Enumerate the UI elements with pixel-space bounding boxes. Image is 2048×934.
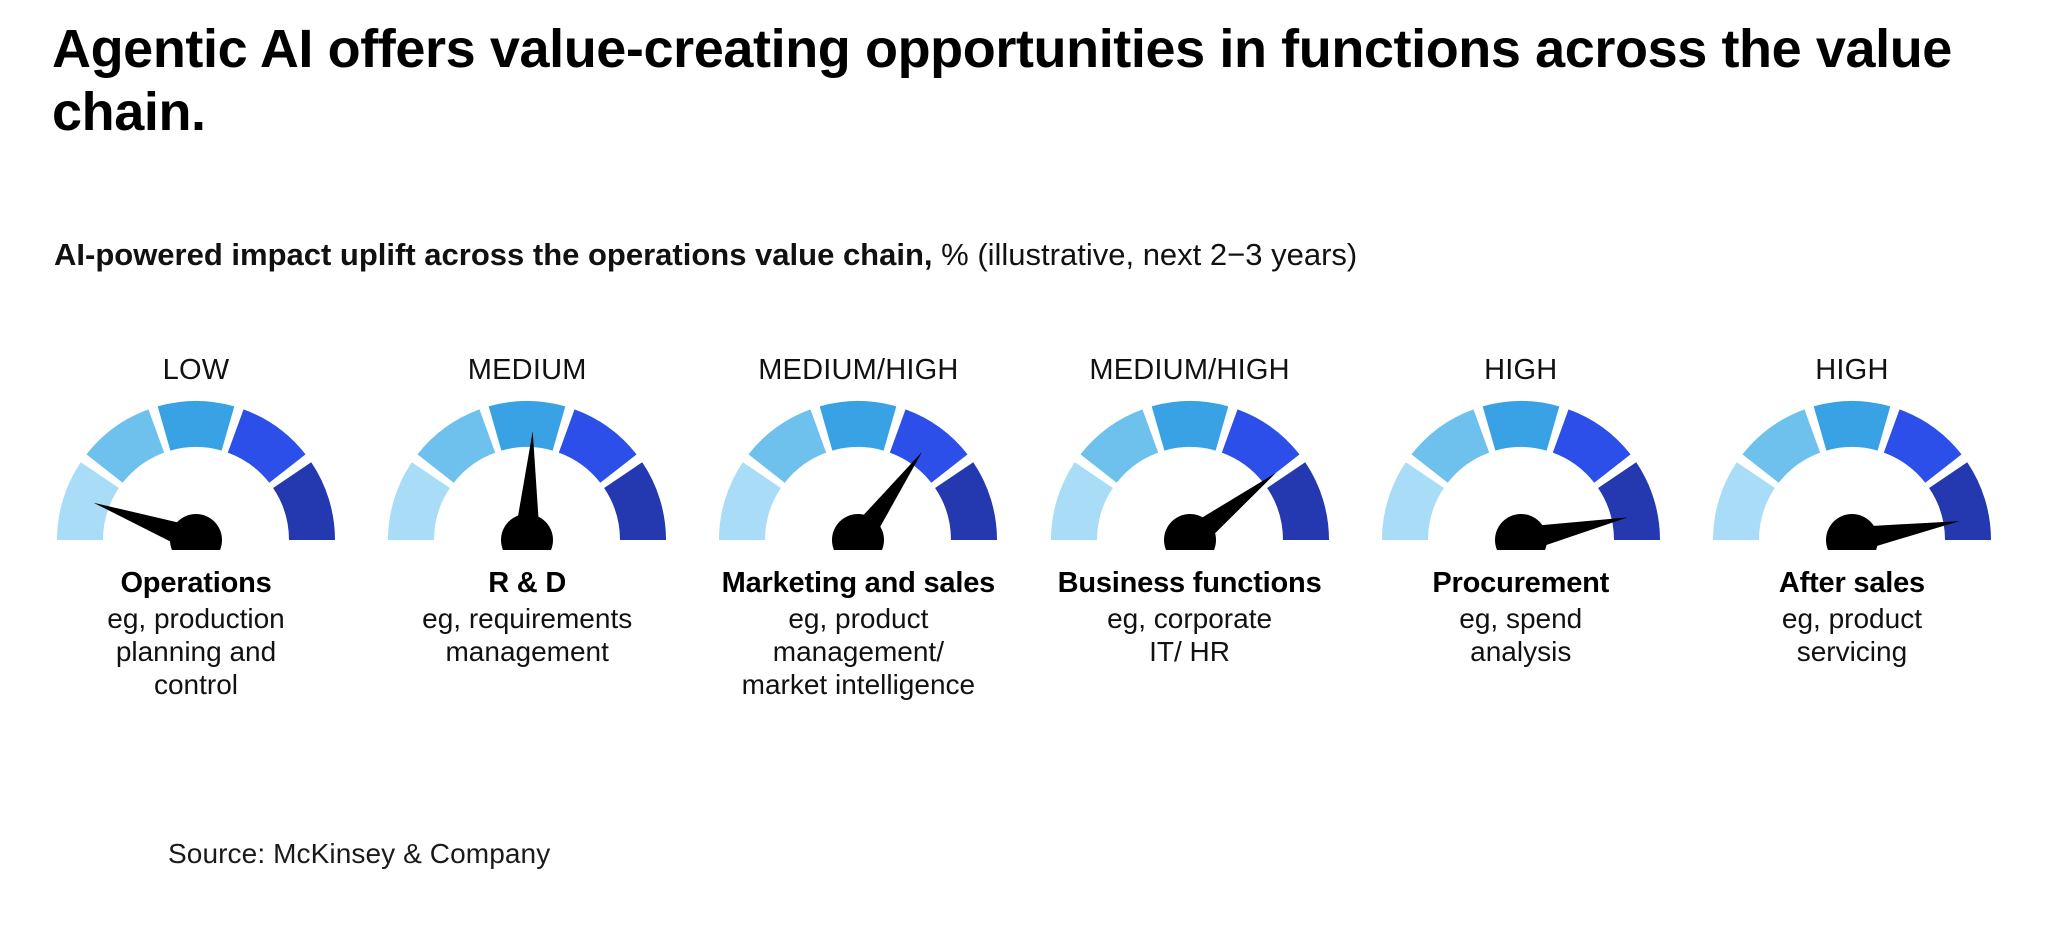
gauge-function-name: R & D: [488, 567, 567, 599]
gauge-level-label: HIGH: [1815, 354, 1889, 386]
gauge-dial: [382, 398, 672, 550]
gauge-hub: [501, 514, 554, 550]
gauge-segment-5: [1597, 462, 1660, 540]
page-title: Agentic AI offers value-creating opportu…: [52, 19, 1952, 143]
gauge-function-description: eg, product management/ market intellige…: [741, 603, 976, 700]
gauge-segment-3: [820, 401, 897, 451]
gauge-segment-5: [1266, 462, 1329, 540]
gauge-hub: [1163, 514, 1216, 550]
gauge-segment-1: [57, 462, 119, 540]
gauge-caption: After sales eg, product servicing: [1702, 566, 2002, 669]
gauge-cell: HIGH Procurement eg, spend analysis: [1365, 352, 1677, 669]
gauge-segment-2: [1080, 409, 1158, 483]
gauge-segment-3: [1151, 401, 1228, 451]
gauge-caption: Procurement eg, spend analysis: [1371, 566, 1671, 669]
gauge-row: LOW Operations eg, production planning and…: [0, 352, 2048, 822]
gauge-segment-5: [935, 462, 998, 540]
gauge-segment-5: [273, 462, 335, 540]
gauge-function-name: Business functions: [1057, 567, 1322, 599]
gauge-caption: Marketing and sales eg, product managemen…: [708, 566, 1008, 702]
gauge-segment-4: [1221, 409, 1300, 483]
gauge-caption: Business functions eg, corporate IT/ HR: [1040, 566, 1340, 669]
gauge-caption: Operations eg, production planning and co…: [46, 566, 346, 702]
gauge-hub: [832, 514, 885, 550]
gauge-caption: R & D eg, requirements management: [377, 566, 677, 669]
gauge-segment-4: [1552, 409, 1631, 483]
gauge-segment-1: [1381, 462, 1444, 540]
gauge-segment-2: [1742, 409, 1821, 483]
gauge-segment-3: [157, 401, 235, 451]
gauge-segment-1: [719, 462, 782, 540]
gauge-segment-2: [417, 409, 496, 483]
gauge-segment-1: [1050, 462, 1113, 540]
chart-subtitle: AI-powered impact uplift across the oper…: [54, 236, 2014, 273]
gauge-segment-4: [890, 409, 968, 483]
gauge-dial: [1045, 398, 1335, 550]
chart-subtitle-bold: AI-powered impact uplift across the oper…: [54, 237, 933, 272]
gauge-segment-1: [388, 462, 451, 540]
gauge-level-label: MEDIUM/HIGH: [1089, 354, 1290, 386]
gauge-hub: [1494, 514, 1547, 550]
gauge-segment-2: [86, 409, 165, 483]
gauge-dial: [1376, 398, 1666, 550]
gauge-cell: MEDIUM/HIGH Business functions eg, corpora…: [1034, 352, 1346, 669]
gauge-function-name: After sales: [1778, 567, 1925, 599]
gauge-segment-4: [1883, 409, 1962, 483]
gauge-cell: HIGH After sales eg, product servicing: [1696, 352, 2008, 669]
gauge-dial: [51, 398, 341, 550]
gauge-level-label: MEDIUM/HIGH: [758, 354, 959, 386]
gauge-function-description: eg, spend analysis: [1459, 603, 1583, 668]
gauge-segment-3: [488, 401, 566, 451]
gauge-function-name: Operations: [120, 567, 272, 599]
gauge-level-label: HIGH: [1484, 354, 1558, 386]
gauge-segment-4: [558, 409, 637, 483]
gauge-cell: MEDIUM R & D eg, requirements management: [371, 352, 683, 669]
gauge-segment-5: [604, 462, 667, 540]
gauge-function-name: Marketing and sales: [721, 567, 996, 599]
gauge-cell: LOW Operations eg, production planning and…: [40, 352, 352, 702]
gauge-segment-5: [1929, 462, 1991, 540]
gauge-level-label: LOW: [162, 354, 230, 386]
gauge-dial: [1707, 398, 1997, 550]
source-note: Source: McKinsey & Company: [168, 838, 551, 869]
gauge-cell: MEDIUM/HIGH Marketing and sales eg, produc…: [702, 352, 1014, 702]
gauge-segment-3: [1482, 401, 1560, 451]
gauge-level-label: MEDIUM: [467, 354, 587, 386]
gauge-hub: [1825, 514, 1878, 550]
gauge-function-description: eg, corporate IT/ HR: [1107, 603, 1273, 668]
gauge-function-description: eg, product servicing: [1781, 603, 1922, 668]
gauge-needle: [514, 431, 541, 541]
gauge-dial: [713, 398, 1003, 550]
gauge-function-description: eg, production planning and control: [107, 603, 285, 700]
gauge-segment-1: [1712, 462, 1775, 540]
gauge-segment-2: [1411, 409, 1489, 483]
gauge-segment-4: [227, 409, 306, 483]
gauge-segment-3: [1813, 401, 1891, 451]
gauge-segment-2: [748, 409, 827, 483]
gauge-function-description: eg, requirements management: [422, 603, 633, 668]
gauge-hub: [170, 514, 222, 550]
chart-subtitle-regular: % (illustrative, next 2−3 years): [932, 237, 1358, 272]
gauge-function-name: Procurement: [1432, 567, 1610, 599]
